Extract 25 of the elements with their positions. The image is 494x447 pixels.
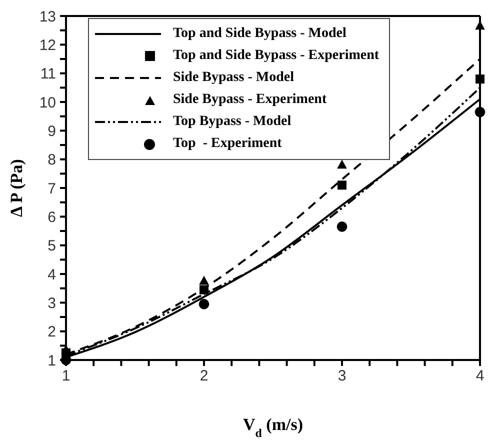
legend-label: Side Bypass - Model bbox=[173, 70, 294, 86]
x-tick-label: 3 bbox=[338, 368, 346, 385]
y-tick-label: 5 bbox=[48, 238, 56, 255]
y-tick-label: 11 bbox=[40, 66, 56, 83]
y-tick-label: 4 bbox=[48, 266, 56, 284]
x-tick-label: 2 bbox=[200, 368, 208, 385]
y-tick-label: 12 bbox=[39, 36, 56, 54]
y-tick-label: 6 bbox=[48, 208, 56, 226]
y-axis-title: Δ P (Pa) bbox=[7, 159, 26, 217]
legend-label: Top Bypass - Model bbox=[173, 114, 292, 130]
legend-label: Top and Side Bypass - Model bbox=[173, 26, 346, 42]
y-tick-label: 2 bbox=[48, 324, 56, 341]
x-tick-label: 4 bbox=[476, 368, 484, 385]
y-tick-label: 7 bbox=[48, 180, 56, 198]
y-tick-label: 13 bbox=[39, 8, 56, 26]
y-tick-label: 8 bbox=[48, 152, 56, 169]
y-tick-label: 9 bbox=[48, 122, 56, 140]
y-tick-label: 3 bbox=[48, 294, 56, 312]
y-tick-label: 10 bbox=[39, 94, 56, 112]
y-tick-label: 1 bbox=[48, 352, 56, 370]
x-axis-title: V$_{d}$ (m/s) bbox=[243, 415, 303, 440]
legend-label: Side Bypass - Experiment bbox=[173, 92, 327, 108]
x-tick-label: 1 bbox=[62, 368, 70, 385]
legend-label: Top and Side Bypass - Experiment bbox=[173, 48, 380, 64]
legend-label: Top - Experiment bbox=[173, 136, 282, 152]
